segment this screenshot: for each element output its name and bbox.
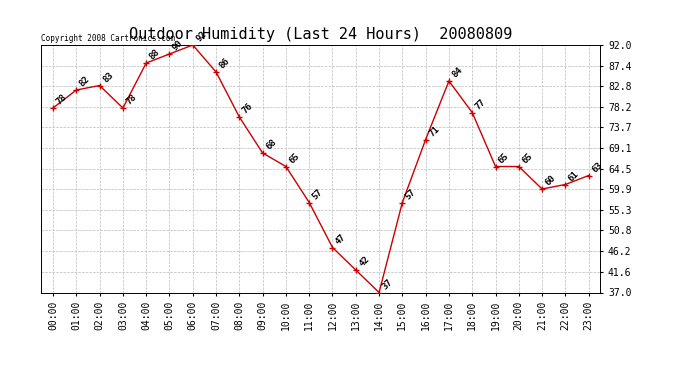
Text: 86: 86 [217, 57, 231, 70]
Text: 84: 84 [451, 66, 464, 80]
Text: 92: 92 [194, 30, 208, 44]
Text: 65: 65 [497, 151, 511, 165]
Text: 90: 90 [171, 39, 185, 53]
Text: 78: 78 [55, 93, 68, 106]
Text: 83: 83 [101, 70, 115, 84]
Text: 65: 65 [520, 151, 534, 165]
Text: 57: 57 [404, 187, 417, 201]
Text: 65: 65 [287, 151, 302, 165]
Text: 77: 77 [473, 97, 488, 111]
Text: 47: 47 [334, 232, 348, 246]
Title: Outdoor Humidity (Last 24 Hours)  20080809: Outdoor Humidity (Last 24 Hours) 2008080… [129, 27, 513, 42]
Text: 68: 68 [264, 138, 278, 152]
Text: 37: 37 [380, 277, 395, 291]
Text: 63: 63 [590, 160, 604, 174]
Text: 88: 88 [148, 48, 161, 62]
Text: Copyright 2008 Cartronics.com: Copyright 2008 Cartronics.com [41, 33, 175, 42]
Text: 57: 57 [310, 187, 324, 201]
Text: 82: 82 [78, 75, 92, 88]
Text: 42: 42 [357, 255, 371, 268]
Text: 61: 61 [566, 169, 581, 183]
Text: 76: 76 [241, 102, 255, 115]
Text: 78: 78 [124, 93, 138, 106]
Text: 71: 71 [427, 124, 441, 138]
Text: 60: 60 [544, 174, 558, 188]
